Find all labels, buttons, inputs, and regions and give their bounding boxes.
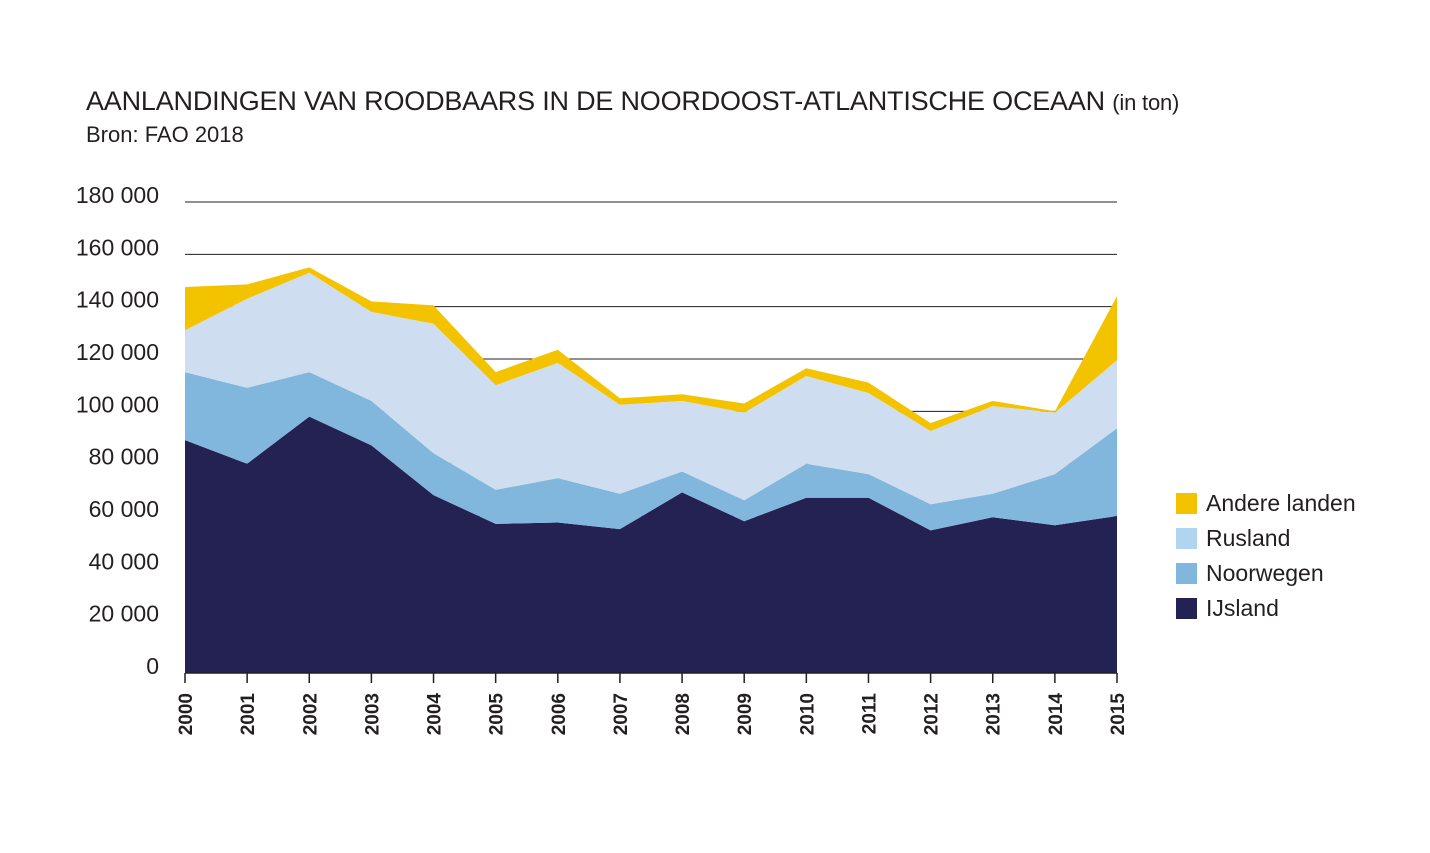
y-tick-label: 80 000 (89, 444, 159, 470)
x-tick-label: 2009 (735, 693, 756, 735)
y-tick-label: 60 000 (89, 496, 159, 522)
x-tick-label: 2001 (238, 693, 259, 736)
legend-swatch-noorwegen (1176, 563, 1197, 584)
area-rusland (185, 272, 1117, 505)
y-tick-label: 140 000 (76, 287, 159, 313)
y-tick-label: 180 000 (76, 182, 159, 208)
legend-item-andere-landen: Andere landen (1176, 486, 1356, 521)
y-tick-label: 40 000 (89, 548, 159, 574)
x-tick-label: 2003 (362, 693, 383, 735)
x-tick-label: 2010 (797, 693, 818, 735)
x-tick-label: 2005 (487, 693, 508, 736)
chart-title: AANLANDINGEN VAN ROODBAARS IN DE NOORDOO… (86, 86, 1179, 117)
x-tick-label: 2011 (860, 693, 881, 735)
legend-label-rusland: Rusland (1206, 525, 1291, 551)
area-series (185, 267, 1117, 673)
x-tick-label: 2000 (176, 693, 197, 735)
chart-title-main: AANLANDINGEN VAN ROODBAARS IN DE NOORDOO… (86, 86, 1105, 116)
legend-label-noorwegen: Noorwegen (1206, 560, 1324, 586)
y-tick-label: 20 000 (89, 601, 159, 627)
area-ijsland (185, 416, 1117, 673)
x-tick-label: 2015 (1108, 693, 1129, 736)
legend-item-ijsland: IJsland (1176, 591, 1356, 626)
y-tick-label: 120 000 (76, 339, 159, 365)
area-noorwegen (185, 372, 1117, 531)
legend: Andere landen Rusland Noorwegen IJsland (1176, 486, 1356, 626)
legend-swatch-rusland (1176, 528, 1197, 549)
legend-label-ijsland: IJsland (1206, 595, 1279, 621)
legend-item-rusland: Rusland (1176, 521, 1356, 556)
axes: 0 20 000 40 000 60 000 80 000 100 000 120 000 1… (76, 182, 1129, 735)
chart-title-unit: (in ton) (1112, 90, 1180, 115)
legend-label-andere-landen: Andere landen (1206, 490, 1356, 516)
legend-item-noorwegen: Noorwegen (1176, 556, 1356, 591)
x-tick-label: 2007 (611, 693, 632, 735)
x-tick-label: 2002 (300, 693, 321, 735)
y-tick-label: 0 (146, 653, 159, 679)
x-tick-label: 2013 (984, 693, 1005, 735)
x-tick-label: 2008 (673, 693, 694, 735)
x-tick-label: 2014 (1046, 693, 1067, 736)
y-tick-label: 160 000 (76, 234, 159, 260)
x-tick-label: 2004 (425, 693, 446, 736)
x-tick-label: 2006 (549, 693, 570, 735)
legend-swatch-ijsland (1176, 598, 1197, 619)
legend-swatch-andere-landen (1176, 493, 1197, 514)
x-tick-label: 2012 (922, 693, 943, 735)
area-andere-landen (185, 267, 1117, 431)
y-tick-label: 100 000 (76, 391, 159, 417)
chart-source: Bron: FAO 2018 (86, 122, 244, 147)
